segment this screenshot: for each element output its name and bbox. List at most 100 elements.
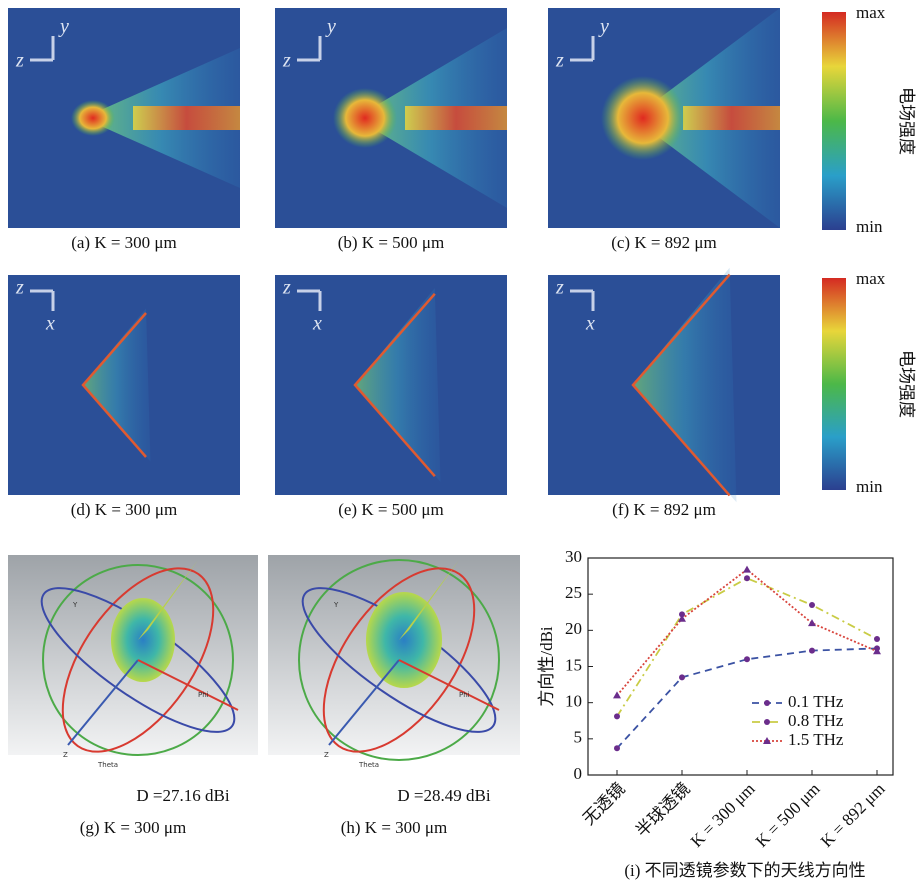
axis-label: z: [15, 50, 24, 72]
axis-label: y: [598, 16, 609, 38]
ring: [42, 564, 234, 756]
marker: [763, 737, 771, 744]
axis-arrow: [137, 659, 239, 711]
colorbar-max: max: [856, 269, 886, 288]
axis-label: x: [585, 313, 595, 335]
axis-arrow: [398, 659, 500, 711]
series-line: [616, 577, 878, 717]
axis-label: z: [282, 277, 291, 299]
y-tick-label: 30: [565, 547, 582, 566]
marker: [679, 611, 685, 618]
field-beam: [683, 106, 780, 130]
axis-label: z: [555, 50, 564, 72]
field-beam: [133, 106, 240, 130]
lobe: [138, 560, 198, 640]
axis-label: z: [282, 50, 291, 72]
field-wedge: [355, 288, 441, 482]
colorbar: [822, 278, 846, 490]
axis-label: Phi: [459, 691, 470, 699]
y-tick-label: 5: [574, 728, 583, 747]
caption: (h) K = 300 μm: [341, 818, 448, 837]
field-wedge: [633, 267, 737, 503]
marker: [679, 674, 685, 681]
axis-label: y: [325, 16, 336, 38]
caption: (g) K = 300 μm: [80, 818, 187, 837]
axis-label: Phi: [198, 691, 209, 699]
axis-label: Theta: [358, 761, 379, 769]
field-core: [601, 76, 685, 160]
marker: [613, 691, 621, 699]
legend-label: 1.5 THz: [788, 730, 844, 749]
axis-label: z: [15, 277, 24, 299]
lobe: [111, 598, 175, 682]
axis-label: z: [555, 277, 564, 299]
axis-arrow: [328, 659, 400, 746]
field-ray: [631, 273, 731, 497]
caption: (a) K = 300 μm: [71, 233, 177, 252]
y-tick-label: 0: [574, 764, 583, 783]
marker: [764, 700, 770, 706]
caption: (f) K = 892 μm: [612, 500, 716, 519]
colorbar-min: min: [856, 217, 883, 236]
marker: [874, 636, 880, 643]
marker: [808, 619, 816, 627]
x-tick-label: 无透镜: [579, 779, 628, 828]
field-beam: [405, 106, 507, 130]
colorbar-min: min: [856, 477, 883, 496]
marker: [614, 745, 620, 752]
marker: [873, 647, 881, 655]
caption: (b) K = 500 μm: [338, 233, 445, 252]
x-tick-label: K = 892 μm: [817, 779, 889, 851]
x-tick-label: 半球透镜: [632, 779, 694, 841]
ring: [61, 567, 215, 753]
marker: [678, 614, 686, 622]
field-core: [71, 100, 115, 136]
ring: [298, 559, 500, 761]
y-tick-label: 25: [565, 583, 582, 602]
chart-caption: (i) 不同透镜参数下的天线方向性: [624, 861, 865, 880]
lobe: [399, 560, 459, 640]
marker: [744, 656, 750, 663]
field-ray: [353, 292, 436, 478]
field-ray: [81, 312, 147, 458]
caption: (c) K = 892 μm: [611, 233, 717, 252]
axis-label: Z: [63, 751, 68, 759]
marker: [614, 713, 620, 720]
axis-label: x: [45, 313, 55, 335]
directivity: D =27.16 dBi: [136, 786, 229, 805]
legend-label: 0.1 THz: [788, 692, 844, 711]
colorbar-label: 电场强度: [897, 87, 916, 155]
colorbar-max: max: [856, 3, 886, 22]
marker: [743, 565, 751, 573]
marker: [744, 575, 750, 582]
axis-label: Z: [324, 751, 329, 759]
marker: [809, 602, 815, 609]
y-tick-label: 10: [565, 692, 582, 711]
series-line: [616, 568, 878, 697]
y-tick-label: 15: [565, 655, 582, 674]
field-wedge: [83, 308, 151, 462]
y-tick-label: 20: [565, 619, 582, 638]
plot-frame: [587, 557, 894, 776]
axis-label: x: [312, 313, 322, 335]
axis-arrow: [67, 659, 139, 746]
marker: [809, 647, 815, 654]
x-tick-label: K = 500 μm: [752, 779, 824, 851]
field-core: [333, 88, 397, 148]
caption: (d) K = 300 μm: [71, 500, 178, 519]
axis-label: y: [58, 16, 69, 38]
x-tick-label: K = 300 μm: [687, 779, 759, 851]
caption: (e) K = 500 μm: [338, 500, 444, 519]
axis-label: Y: [333, 601, 339, 609]
marker: [764, 719, 770, 725]
colorbar: [822, 12, 846, 230]
axis-label: Y: [72, 601, 78, 609]
axis-label: Theta: [97, 761, 118, 769]
legend-label: 0.8 THz: [788, 711, 844, 730]
ring: [322, 567, 476, 753]
series-line: [616, 647, 878, 749]
y-axis-label: 方向性/dBi: [537, 626, 556, 707]
colorbar-label: 电场强度: [897, 350, 916, 418]
